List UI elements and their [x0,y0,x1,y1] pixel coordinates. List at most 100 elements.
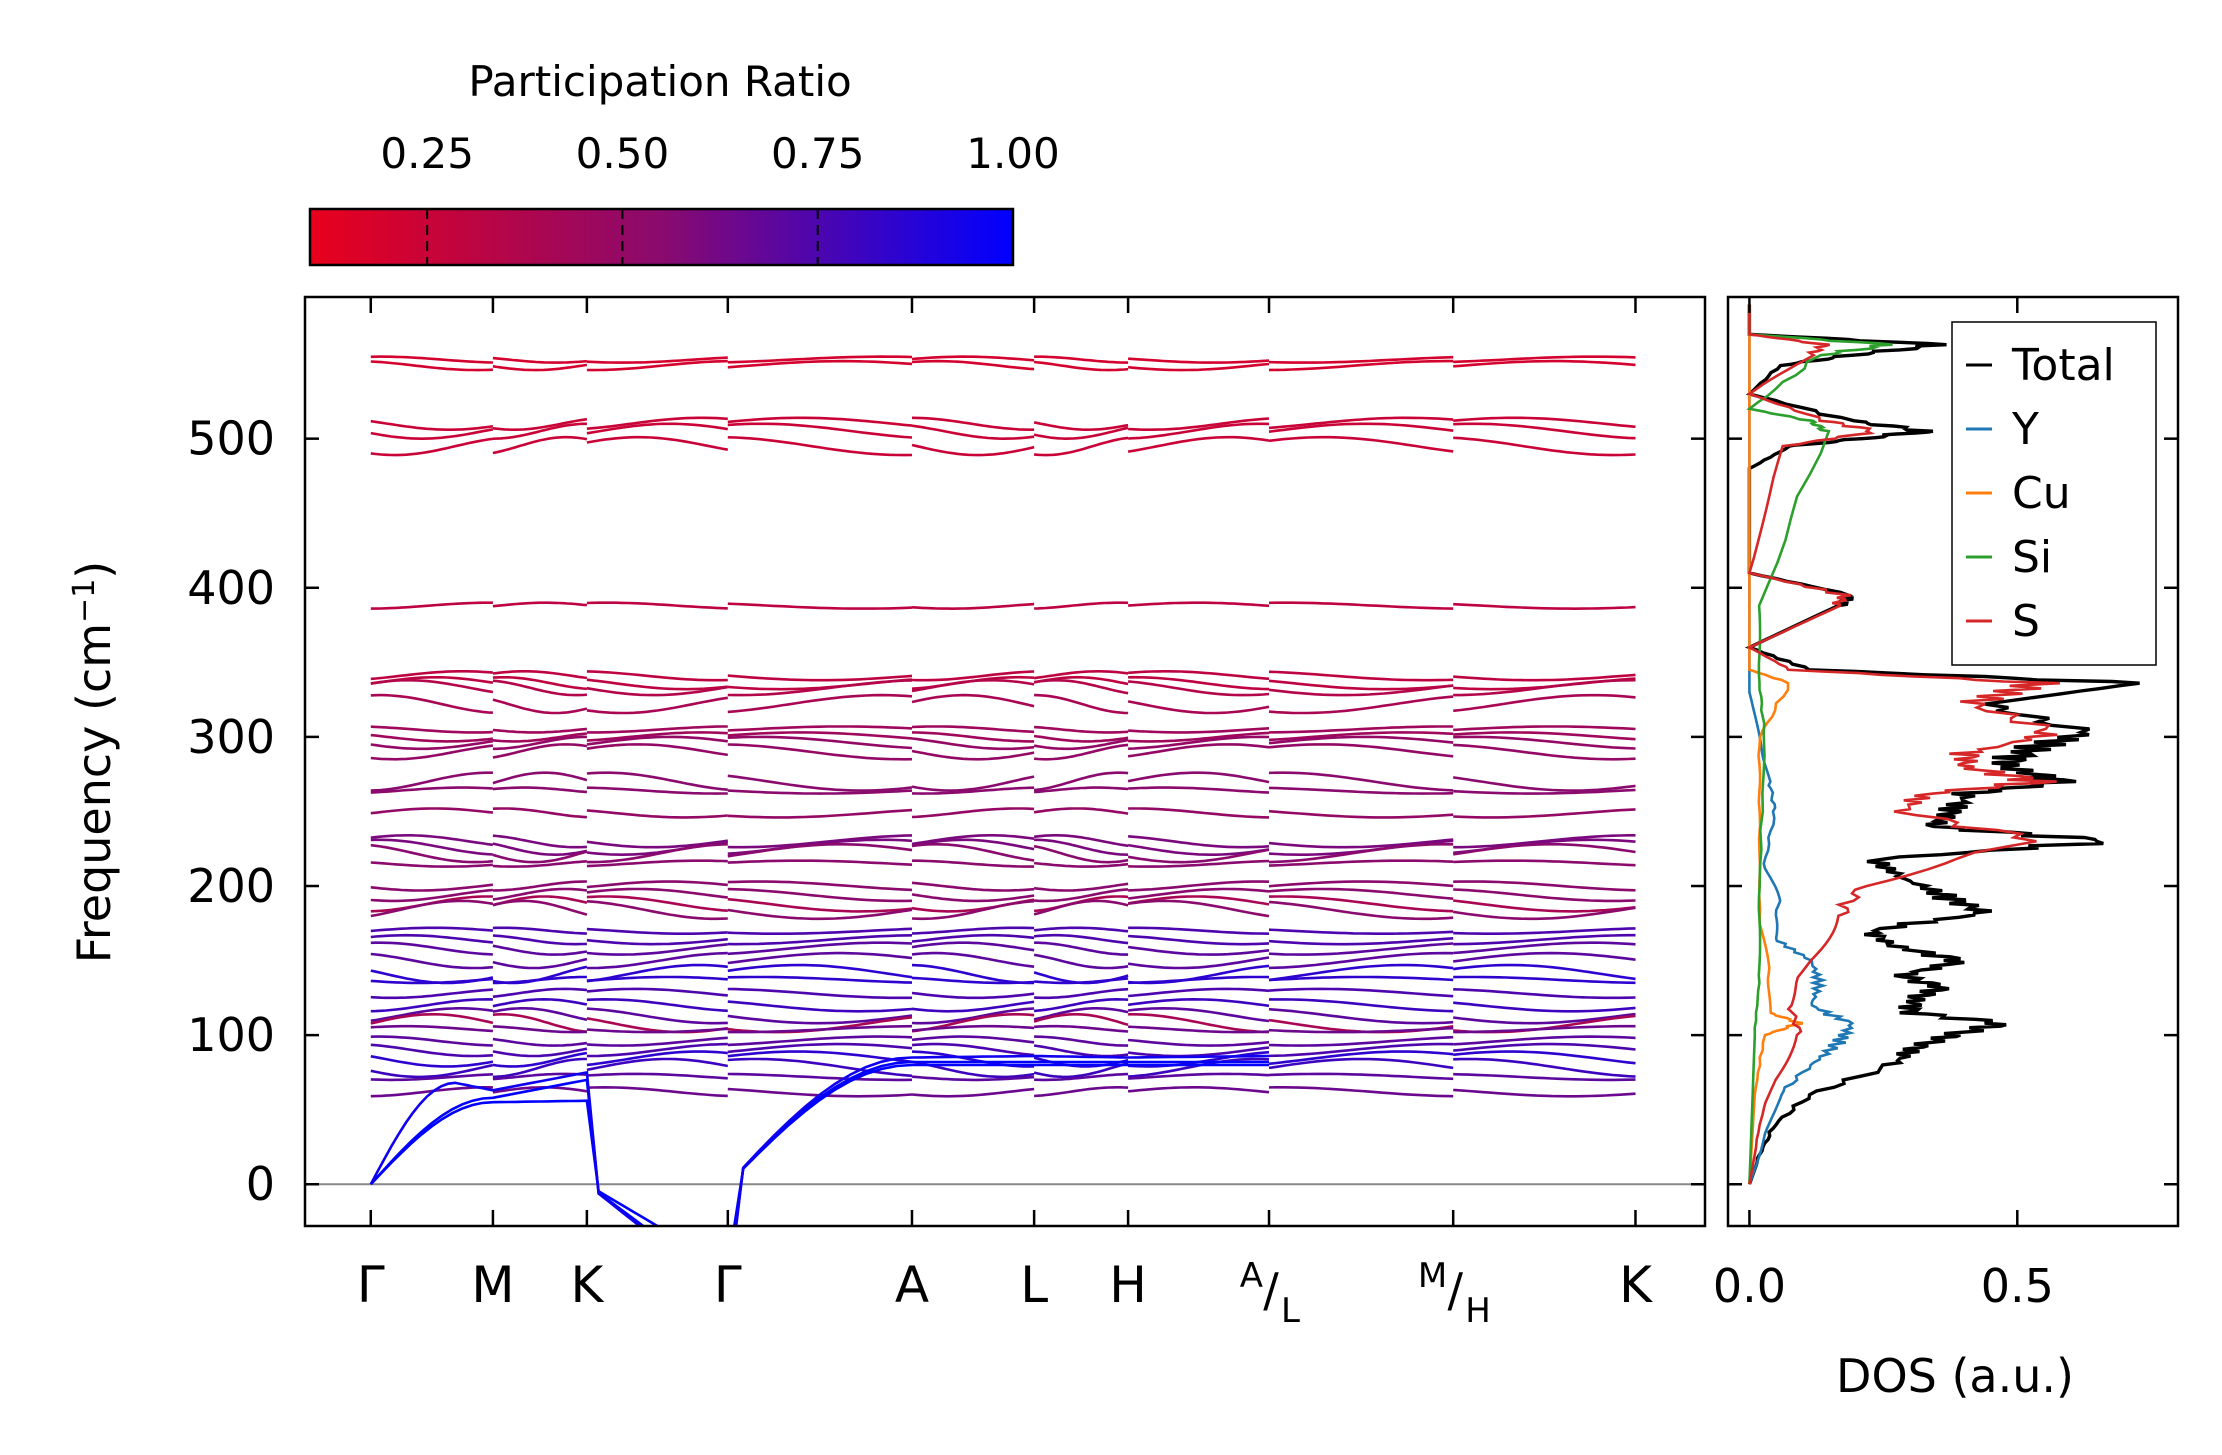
band-line [492,743,588,759]
band-line [911,775,1035,792]
band-lines [305,355,1705,1226]
band-line [370,1007,494,1022]
band-line [1128,670,1270,681]
band-line [1268,670,1454,682]
dos-axes: 0.0 0.5 [1713,297,2178,1313]
band-line [370,933,494,944]
band-line [1453,731,1636,741]
band-line [911,991,1035,1000]
x-tick-label: L [1020,1256,1048,1314]
band-line [1268,1086,1454,1098]
band-line [370,843,494,864]
band-line [370,888,494,903]
band-line [1128,727,1270,734]
band-line [370,1035,493,1047]
x-tick-label-bottom: L [1281,1291,1300,1331]
band-line [586,927,728,935]
band-line [911,881,1035,892]
band-line [1034,895,1129,913]
band-line [370,926,494,933]
band-line [370,899,494,918]
band-line [1127,1046,1270,1058]
band-line [370,977,493,985]
band-line [1034,941,1129,956]
band-line [586,1072,728,1080]
band-line [1127,945,1270,956]
band-line [1268,987,1454,998]
band-line [1268,880,1454,888]
band-line [911,670,1035,682]
band-line [1034,355,1129,364]
band-line [492,834,587,849]
band-line [492,1007,588,1022]
band-line [727,735,913,750]
y-axis-label-main: Frequency (cm [67,623,121,963]
band-line [1268,1050,1454,1066]
band-line [492,1047,588,1058]
band-line [1269,998,1454,1013]
band-line [586,887,728,899]
band-line [586,1027,728,1034]
band-line [911,725,1035,734]
band-line [586,880,728,889]
band-line [1453,880,1636,892]
band-line [492,975,587,985]
colorbar-tick-label: 0.25 [380,129,474,178]
band-line [1033,882,1129,892]
band-line [1268,1057,1454,1070]
band-line [492,1013,588,1033]
band-line [586,895,728,912]
band-line [1128,934,1270,946]
band-line [911,693,1035,708]
band-line [370,988,493,1000]
legend-label-cu: Cu [2012,468,2071,519]
dos-lines [1744,304,2140,1185]
band-line [727,843,913,858]
band-line [1268,771,1454,792]
legend-items: Total Y Cu Si S [1966,340,2115,647]
band-line [1034,1072,1129,1082]
band-line [1268,937,1454,946]
band-line [370,678,494,694]
band-line [1127,771,1270,784]
band-line [727,774,913,792]
band-line [586,422,728,435]
band-line [1453,1012,1636,1025]
band-line [727,1042,913,1054]
band-line [1268,743,1454,758]
band-line [586,900,728,921]
band-line [911,602,1035,611]
band-line [370,355,493,364]
band-line [492,670,588,680]
band-line [492,899,588,916]
band-line [1127,843,1270,856]
band-line [1127,956,1270,970]
band-line [370,693,493,714]
band-line [1034,1035,1129,1047]
colorbar-tick-label: 1.00 [966,129,1060,178]
legend-label-y: Y [2011,404,2039,455]
band-line [492,850,588,864]
band-line [1127,435,1270,453]
band-line [492,601,587,608]
band-line [492,860,587,868]
band-line [1128,880,1270,892]
band-line [911,1000,1035,1013]
band-line [370,1013,494,1025]
band-line [1268,975,1454,982]
band-line [911,443,1035,457]
band-line [1033,807,1129,815]
band-line [1128,859,1270,868]
band-line [1034,693,1129,715]
band-line [727,1035,913,1047]
band-line [370,786,493,794]
band-line [492,987,588,998]
band-line [1127,895,1270,906]
band-line [727,1050,913,1064]
band-line [492,363,588,372]
band-line [1034,743,1129,761]
band-line [586,356,728,364]
band-line [727,963,913,979]
band-line [1268,355,1454,364]
